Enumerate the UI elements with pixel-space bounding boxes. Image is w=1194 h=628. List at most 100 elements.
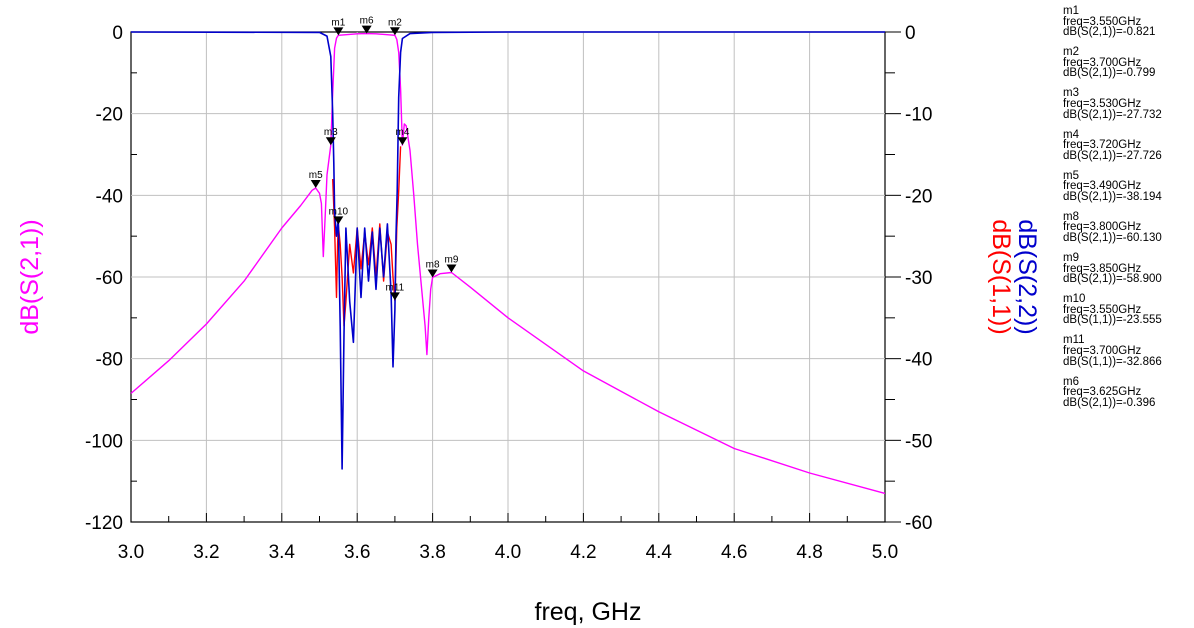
marker-label-m8: m8 <box>426 260 440 271</box>
y-left-tick-label: -20 <box>96 105 123 126</box>
tick-labels: 3.0 3.2 3.4 3.6 3.8 4.0 4.2 4.4 4.6 4.8 5.0 0 -20 -40… <box>85 23 933 563</box>
x-tick-label: 3.2 <box>193 542 219 563</box>
marker-readout-m8: m8 freq=3.800GHz dB(S(2,1))=-60.130 <box>1063 210 1191 245</box>
marker-readout-m9: m9 freq=3.850GHz dB(S(2,1))=-58.900 <box>1063 252 1191 286</box>
marker-label-m10: m10 <box>329 206 349 217</box>
marker-readout-value-text: dB(S(2,1))=-27.732 <box>1063 108 1162 121</box>
x-tick-label: 3.0 <box>118 542 144 563</box>
marker-m2 <box>389 27 400 36</box>
marker-label-m9: m9 <box>444 255 458 266</box>
series-line-s21 <box>130 32 886 495</box>
marker-m3 <box>325 137 336 146</box>
x-tick-label: 5.0 <box>872 542 898 563</box>
y-right-tick-label: 0 <box>905 23 916 44</box>
y-left-tick-label: -100 <box>85 431 123 452</box>
marker-readout-m3: m3 freq=3.530GHz dB(S(2,1))=-27.732 <box>1063 88 1191 120</box>
marker-readout-name: m5 <box>1063 169 1079 182</box>
y-right-axis-title-s11: dB(S(1,1)) <box>987 219 1015 334</box>
y-left-axis-title: dB(S(2,1)) <box>16 219 44 334</box>
x-tick-label: 4.0 <box>495 542 521 563</box>
y-right-tick-label: -30 <box>905 268 932 289</box>
marker-readout-name: m2 <box>1063 46 1079 59</box>
marker-readout-value-text: dB(S(2,1))=-38.194 <box>1063 190 1162 203</box>
marker-label-m3: m3 <box>324 127 338 138</box>
y-left-tick-label: 0 <box>112 23 123 44</box>
y-right-axis-title-s22: dB(S(2,2)) <box>1013 219 1041 334</box>
marker-readout-value-text: dB(S(1,1))=-23.555 <box>1063 314 1162 327</box>
marker-label-m5: m5 <box>309 170 323 181</box>
marker-layer: m1 m2 m3 m4 m5 m8 m9 m10 m11 m6 <box>309 16 459 301</box>
y-left-tick-label: -120 <box>85 513 123 534</box>
y-right-tick-label: -20 <box>905 186 932 207</box>
x-tick-label: 4.6 <box>721 542 747 563</box>
marker-readout-m6: m6 freq=3.625GHz dB(S(2,1))=-0.396 <box>1063 375 1191 409</box>
marker-readout-freq-text: freq=3.625GHz <box>1063 386 1142 399</box>
marker-readout-m5: m5 freq=3.490GHz dB(S(2,1))=-38.194 <box>1063 169 1191 203</box>
marker-readout-freq-text: freq=3.800GHz <box>1063 221 1142 234</box>
marker-label-m11: m11 <box>386 282 405 293</box>
marker-readout-m10: m10 freq=3.550GHz dB(S(1,1))=-23.555 <box>1063 294 1191 326</box>
marker-readout-value-text: dB(S(2,1))=-0.396 <box>1063 396 1156 409</box>
series-layer <box>130 31 886 495</box>
grid <box>130 31 886 523</box>
marker-label-m6: m6 <box>360 16 374 27</box>
y-left-tick-label: -80 <box>96 350 123 371</box>
marker-m1 <box>333 27 344 36</box>
marker-readout-value-text: dB(S(2,1))=-58.900 <box>1063 273 1162 286</box>
marker-readout-name: m4 <box>1063 128 1079 141</box>
marker-readout-value-text: dB(S(2,1))=-60.130 <box>1063 232 1162 245</box>
marker-readout-name: m9 <box>1063 252 1079 265</box>
marker-label-m4: m4 <box>395 127 409 138</box>
axis-titles: freq, GHz dB(S(2,1)) dB(S(2,2))dB(S(1,1)) <box>16 219 1041 626</box>
marker-m10 <box>333 216 344 225</box>
marker-m4 <box>397 137 408 146</box>
marker-readout-value-text: dB(S(1,1))=-32.866 <box>1063 355 1162 368</box>
marker-readout-value-text: dB(S(2,1))=-0.799 <box>1063 67 1156 80</box>
marker-readout-m4: m4 freq=3.720GHz dB(S(2,1))=-27.726 <box>1063 128 1191 162</box>
marker-readout-freq-text: freq=3.550GHz <box>1063 303 1142 316</box>
marker-readout-m11: m11 freq=3.700GHz dB(S(1,1))=-32.866 <box>1063 335 1191 367</box>
marker-readout-name: m11 <box>1063 334 1085 347</box>
x-tick-label: 4.2 <box>570 542 596 563</box>
x-tick-label: 3.8 <box>419 542 445 563</box>
x-tick-label: 3.4 <box>269 542 296 563</box>
marker-readout-freq-text: freq=3.490GHz <box>1063 180 1142 193</box>
marker-readout-name: m6 <box>1063 375 1079 388</box>
marker-readout-value-text: dB(S(2,1))=-27.726 <box>1063 149 1162 162</box>
marker-readout-m1: m1 freq=3.550GHz dB(S(2,1))=-0.821 <box>1063 5 1191 39</box>
y-left-tick-label: -60 <box>96 268 123 289</box>
y-right-tick-label: -40 <box>905 350 932 371</box>
marker-readout-panel: m1 freq=3.550GHz dB(S(2,1))=-0.821 m2 freq=3… <box>1063 5 1191 418</box>
marker-readout-freq-text: freq=3.530GHz <box>1063 97 1142 110</box>
marker-readout-freq-text: freq=3.720GHz <box>1063 139 1142 152</box>
minor-ticks <box>130 31 901 523</box>
marker-readout-freq-text: freq=3.550GHz <box>1063 15 1142 28</box>
series-line-s11 <box>332 146 402 327</box>
marker-label-m2: m2 <box>388 17 402 28</box>
y-right-tick-label: -50 <box>905 431 932 452</box>
marker-readout-freq-text: freq=3.850GHz <box>1063 262 1142 275</box>
marker-readout-name: m3 <box>1063 87 1079 100</box>
y-left-tick-label: -40 <box>96 186 123 207</box>
y-right-tick-label: -10 <box>905 105 932 126</box>
marker-readout-freq-text: freq=3.700GHz <box>1063 56 1142 69</box>
x-tick-label: 4.4 <box>646 542 673 563</box>
marker-m11 <box>389 292 400 301</box>
marker-readout-name: m10 <box>1063 293 1086 306</box>
marker-label-m1: m1 <box>331 17 345 28</box>
marker-readout-freq-text: freq=3.700GHz <box>1063 344 1142 357</box>
marker-readout-name: m8 <box>1063 210 1079 223</box>
marker-m5 <box>310 179 321 188</box>
x-tick-label: 3.6 <box>344 542 370 563</box>
marker-readout-value-text: dB(S(2,1))=-0.821 <box>1063 26 1156 39</box>
marker-m6 <box>361 25 372 34</box>
marker-m9 <box>446 264 457 273</box>
x-tick-label: 4.8 <box>796 542 822 563</box>
series-line-s22 <box>130 31 885 470</box>
x-axis-title: freq, GHz <box>535 598 642 626</box>
marker-readout-m2: m2 freq=3.700GHz dB(S(2,1))=-0.799 <box>1063 47 1191 79</box>
y-right-tick-label: -60 <box>905 513 932 534</box>
marker-readout-name: m1 <box>1063 5 1079 17</box>
marker-m8 <box>427 269 438 278</box>
